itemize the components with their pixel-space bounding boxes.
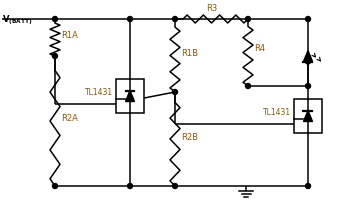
- Text: R1A: R1A: [61, 31, 78, 40]
- Text: $\mathbf{V_{(BATT)}}$: $\mathbf{V_{(BATT)}}$: [2, 13, 32, 27]
- Circle shape: [245, 17, 250, 22]
- Text: TL1431: TL1431: [85, 88, 113, 97]
- Polygon shape: [125, 91, 135, 102]
- Circle shape: [52, 17, 57, 22]
- Circle shape: [172, 17, 177, 22]
- Circle shape: [306, 17, 311, 22]
- Circle shape: [306, 84, 311, 89]
- Circle shape: [306, 184, 311, 188]
- Circle shape: [172, 90, 177, 95]
- Text: R2B: R2B: [181, 132, 198, 141]
- Text: TL1431: TL1431: [263, 108, 291, 117]
- Text: R1B: R1B: [181, 49, 198, 58]
- Text: R2A: R2A: [61, 114, 78, 123]
- Circle shape: [127, 184, 132, 188]
- Bar: [116, 80, 144, 113]
- Circle shape: [52, 184, 57, 188]
- Text: R4: R4: [254, 44, 265, 53]
- Polygon shape: [304, 51, 313, 62]
- Circle shape: [172, 184, 177, 188]
- Circle shape: [52, 54, 57, 59]
- Circle shape: [127, 17, 132, 22]
- Polygon shape: [304, 111, 313, 122]
- Circle shape: [245, 84, 250, 89]
- Circle shape: [306, 60, 311, 65]
- Text: R3: R3: [206, 4, 217, 13]
- Bar: [294, 100, 322, 133]
